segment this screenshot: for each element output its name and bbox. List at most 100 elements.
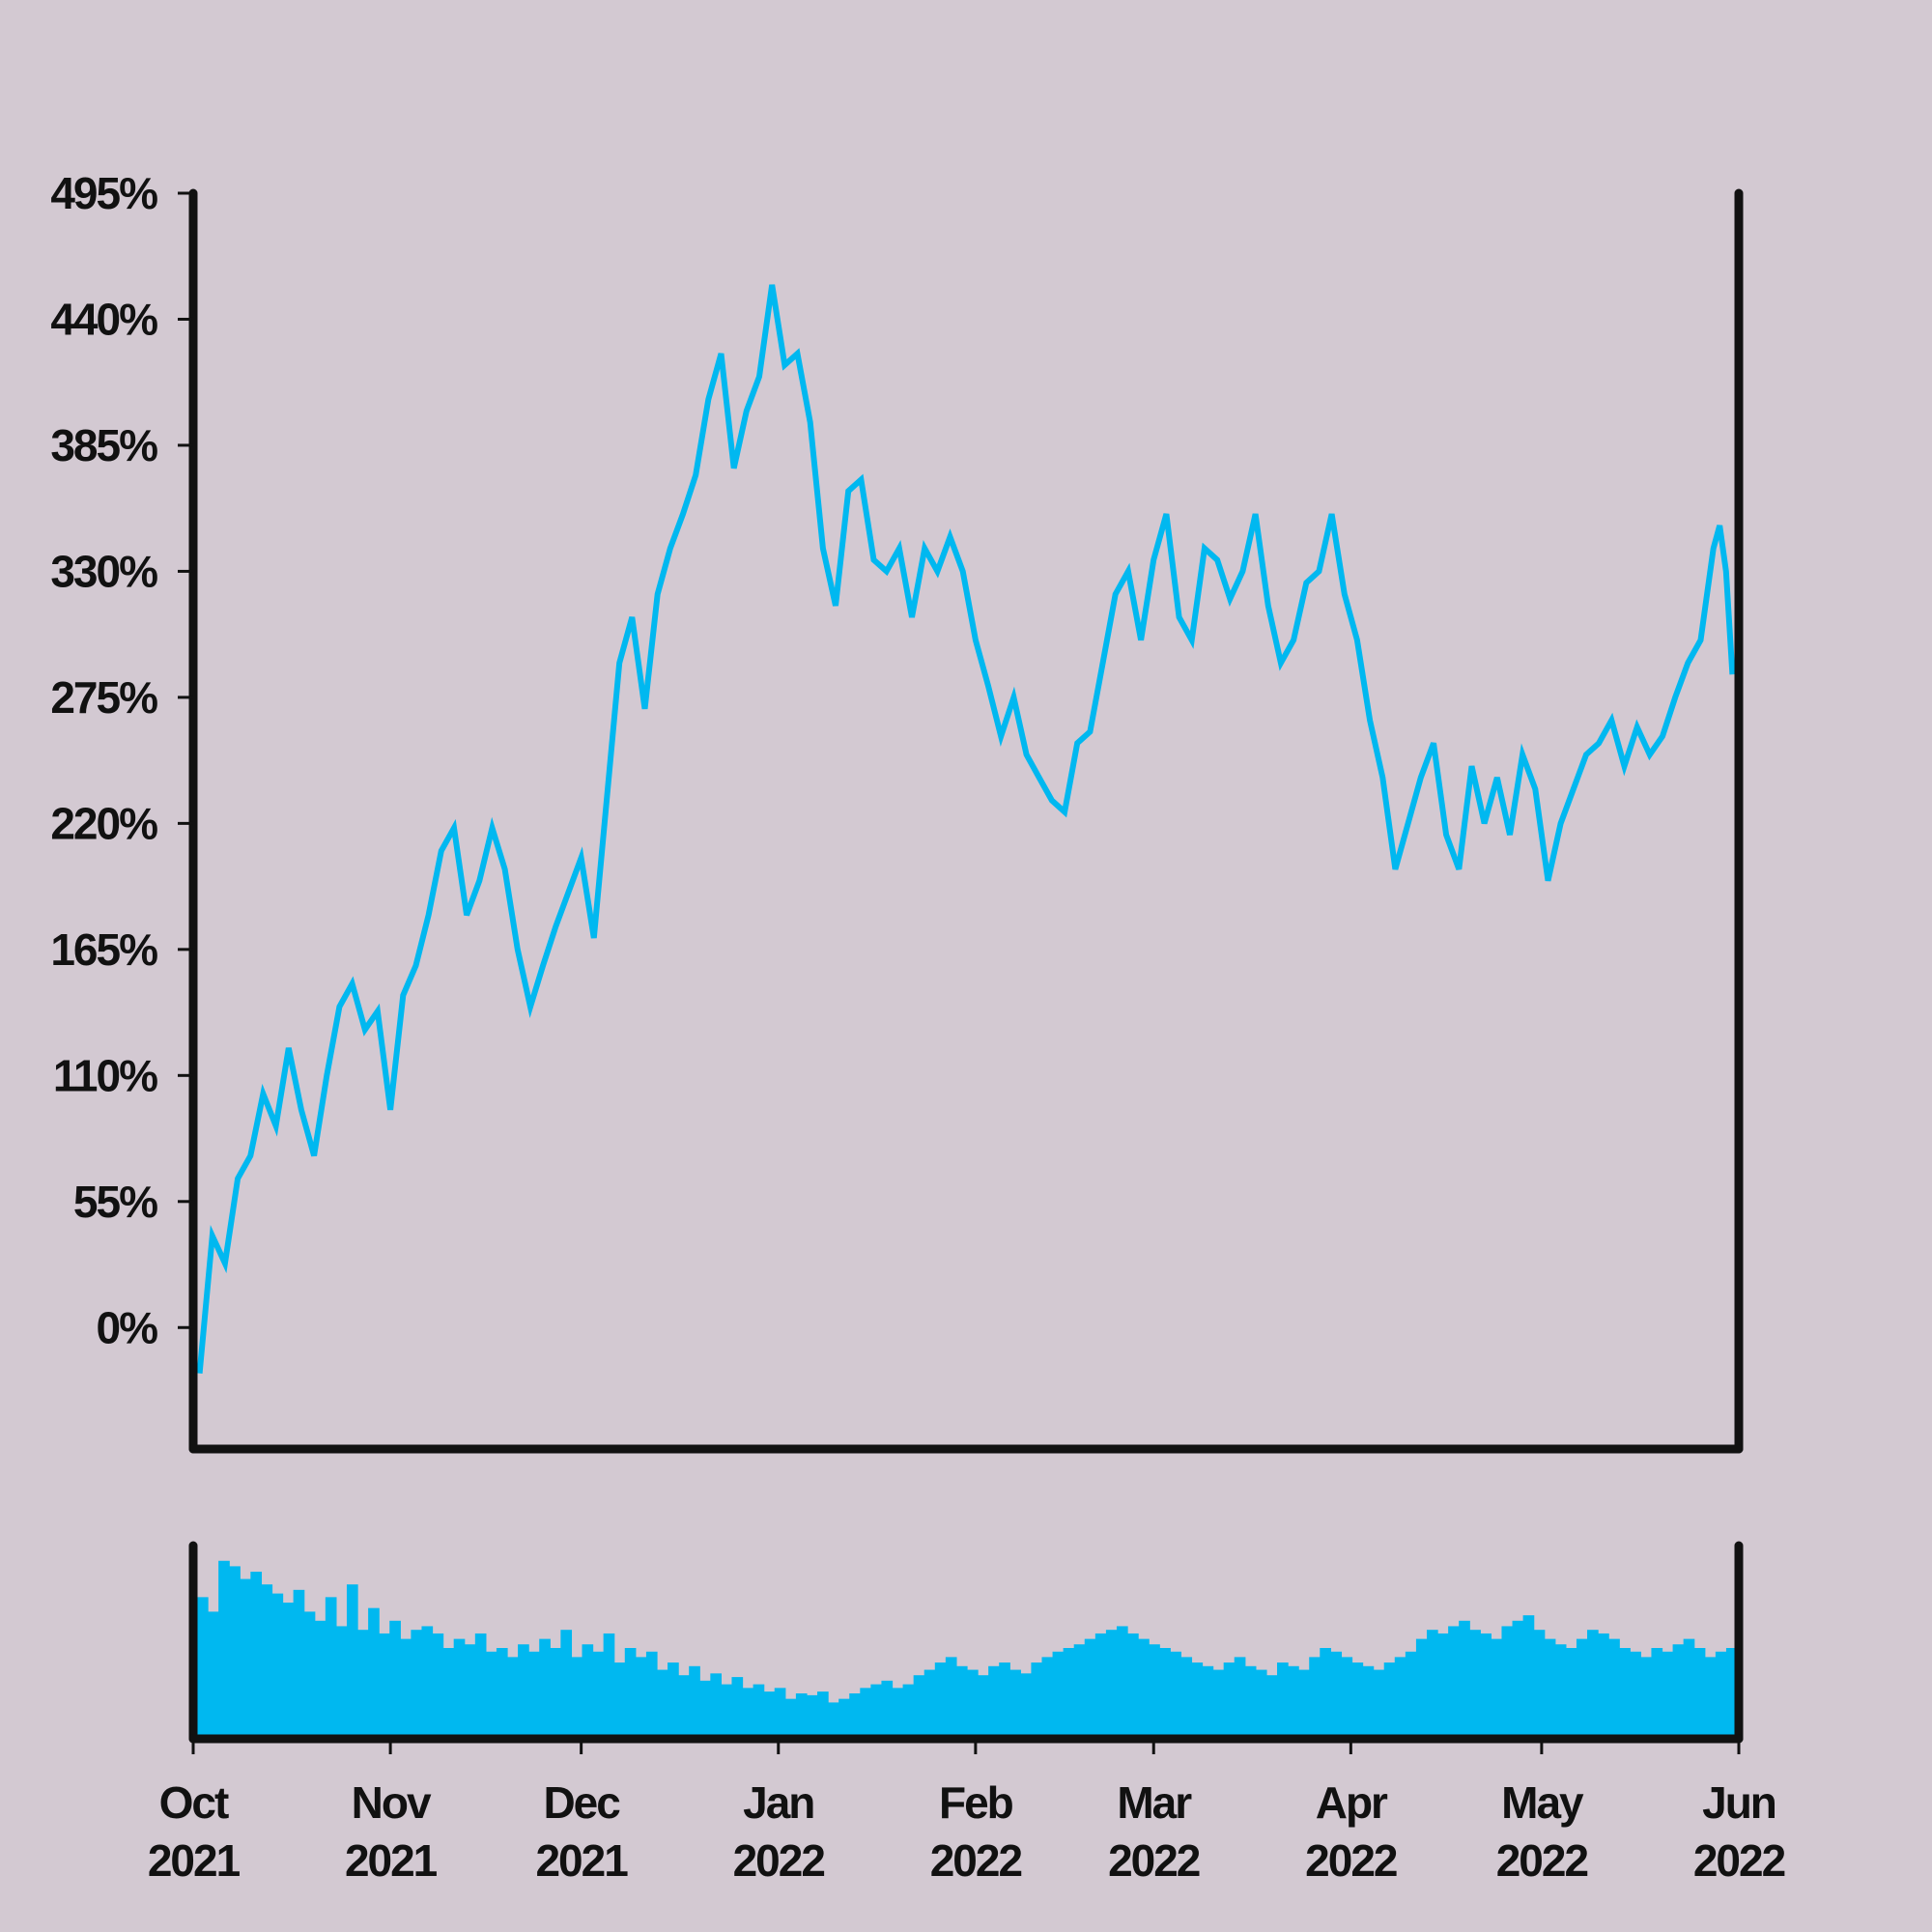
volume-bar — [710, 1673, 722, 1739]
volume-bar — [1330, 1651, 1343, 1739]
volume-bar — [1063, 1648, 1075, 1739]
volume-bar — [1501, 1626, 1514, 1739]
volume-bar — [453, 1638, 466, 1739]
volume-bar — [1116, 1626, 1128, 1739]
volume-bar — [1522, 1615, 1535, 1739]
volume-bar — [240, 1578, 251, 1739]
volume-bar — [1598, 1633, 1609, 1739]
x-tick-label-month: Nov — [352, 1777, 432, 1828]
x-tick-label-month: Oct — [159, 1777, 229, 1828]
volume-bar — [689, 1665, 700, 1739]
volume-bar — [731, 1677, 744, 1739]
x-tick-label-year: 2022 — [1108, 1835, 1200, 1886]
volume-bar — [218, 1560, 230, 1739]
volume-bar — [1619, 1648, 1631, 1739]
y-tick-label: 0% — [97, 1302, 158, 1352]
volume-bar — [314, 1620, 327, 1739]
volume-bar — [645, 1651, 658, 1739]
volume-bar — [1105, 1630, 1118, 1739]
volume-bar — [1373, 1669, 1385, 1739]
volume-bar — [1351, 1662, 1364, 1739]
volume-bar — [582, 1644, 594, 1739]
volume-bar — [1715, 1651, 1727, 1739]
y-tick-label: 275% — [50, 672, 157, 723]
volume-bar — [346, 1584, 358, 1739]
volume-bar — [1320, 1648, 1331, 1739]
volume-bar — [1693, 1648, 1706, 1739]
x-tick-label-year: 2021 — [535, 1835, 628, 1886]
series-line — [196, 284, 1736, 1374]
volume-bar — [1341, 1657, 1353, 1739]
volume-bar — [613, 1662, 626, 1739]
volume-bar — [934, 1662, 947, 1739]
volume-bar — [1662, 1651, 1674, 1739]
x-tick-label-month: Jun — [1702, 1777, 1776, 1828]
x-axis-ticks: Oct 2021 Nov 2021 Dec 2021 Jan 2022 Feb 2022 Mar 20… — [148, 1739, 1787, 1886]
volume-bar — [817, 1691, 829, 1739]
x-tick-label-year: 2022 — [733, 1835, 825, 1886]
volume-bar — [1459, 1620, 1470, 1739]
volume-bar — [357, 1630, 369, 1739]
volume-bar — [1554, 1644, 1567, 1739]
volume-bar — [892, 1688, 904, 1739]
volume-bar — [464, 1644, 476, 1739]
volume-bar — [1094, 1633, 1107, 1739]
x-tick-label-year: 2021 — [148, 1835, 241, 1886]
volume-bar — [474, 1633, 487, 1739]
volume-bar — [1565, 1648, 1577, 1739]
volume-bar — [550, 1648, 561, 1739]
x-tick-label-month: Dec — [543, 1777, 620, 1828]
volume-bar — [678, 1675, 690, 1739]
volume-bar — [1672, 1644, 1685, 1739]
volume-bar — [1469, 1630, 1481, 1739]
volume-bar — [496, 1648, 508, 1739]
volume-bar — [432, 1633, 444, 1739]
x-tick-label-year: 2022 — [930, 1835, 1022, 1886]
volume-bar — [389, 1620, 401, 1739]
volume-bar — [1052, 1651, 1065, 1739]
volume-bar — [1309, 1657, 1321, 1739]
volume-bar — [1255, 1669, 1267, 1739]
volume-bar — [923, 1669, 936, 1739]
volume-bars — [197, 1560, 1738, 1739]
volume-bar — [978, 1675, 989, 1739]
volume-bar — [1640, 1657, 1653, 1739]
volume-bar — [379, 1633, 390, 1739]
volume-bar — [1630, 1651, 1641, 1739]
volume-bar — [1138, 1638, 1150, 1739]
volume-bar — [1265, 1675, 1278, 1739]
volume-bar — [1159, 1648, 1171, 1739]
volume-bar — [784, 1698, 797, 1739]
x-tick-label-month: Feb — [939, 1777, 1013, 1828]
volume-bar — [795, 1693, 808, 1739]
volume-bar — [860, 1688, 871, 1739]
volume-bar — [881, 1680, 894, 1739]
volume-bar — [849, 1693, 861, 1739]
volume-bar — [1009, 1669, 1021, 1739]
volume-bar — [763, 1691, 776, 1739]
volume-bar — [1191, 1662, 1204, 1739]
volume-bar — [421, 1626, 434, 1739]
y-tick-label: 440% — [50, 294, 157, 344]
y-tick-label: 55% — [73, 1177, 157, 1227]
volume-bar — [1288, 1665, 1299, 1739]
y-tick-label: 330% — [50, 546, 157, 596]
volume-bar — [1073, 1644, 1086, 1739]
x-tick-label-month: Apr — [1316, 1777, 1388, 1828]
volume-bar — [325, 1597, 337, 1739]
x-tick-label-month: Jan — [743, 1777, 813, 1828]
volume-bar — [1415, 1638, 1428, 1739]
volume-bar — [1683, 1638, 1695, 1739]
volume-bar — [806, 1694, 818, 1739]
volume-bar — [229, 1566, 241, 1739]
volume-bar — [945, 1657, 957, 1739]
y-tick-label: 110% — [53, 1050, 157, 1100]
volume-bar — [1234, 1657, 1246, 1739]
volume-bar — [635, 1657, 647, 1739]
volume-bar — [518, 1644, 529, 1739]
volume-bar — [999, 1662, 1010, 1739]
volume-bar — [1576, 1638, 1588, 1739]
volume-bar — [603, 1633, 615, 1739]
volume-bar — [571, 1657, 583, 1739]
